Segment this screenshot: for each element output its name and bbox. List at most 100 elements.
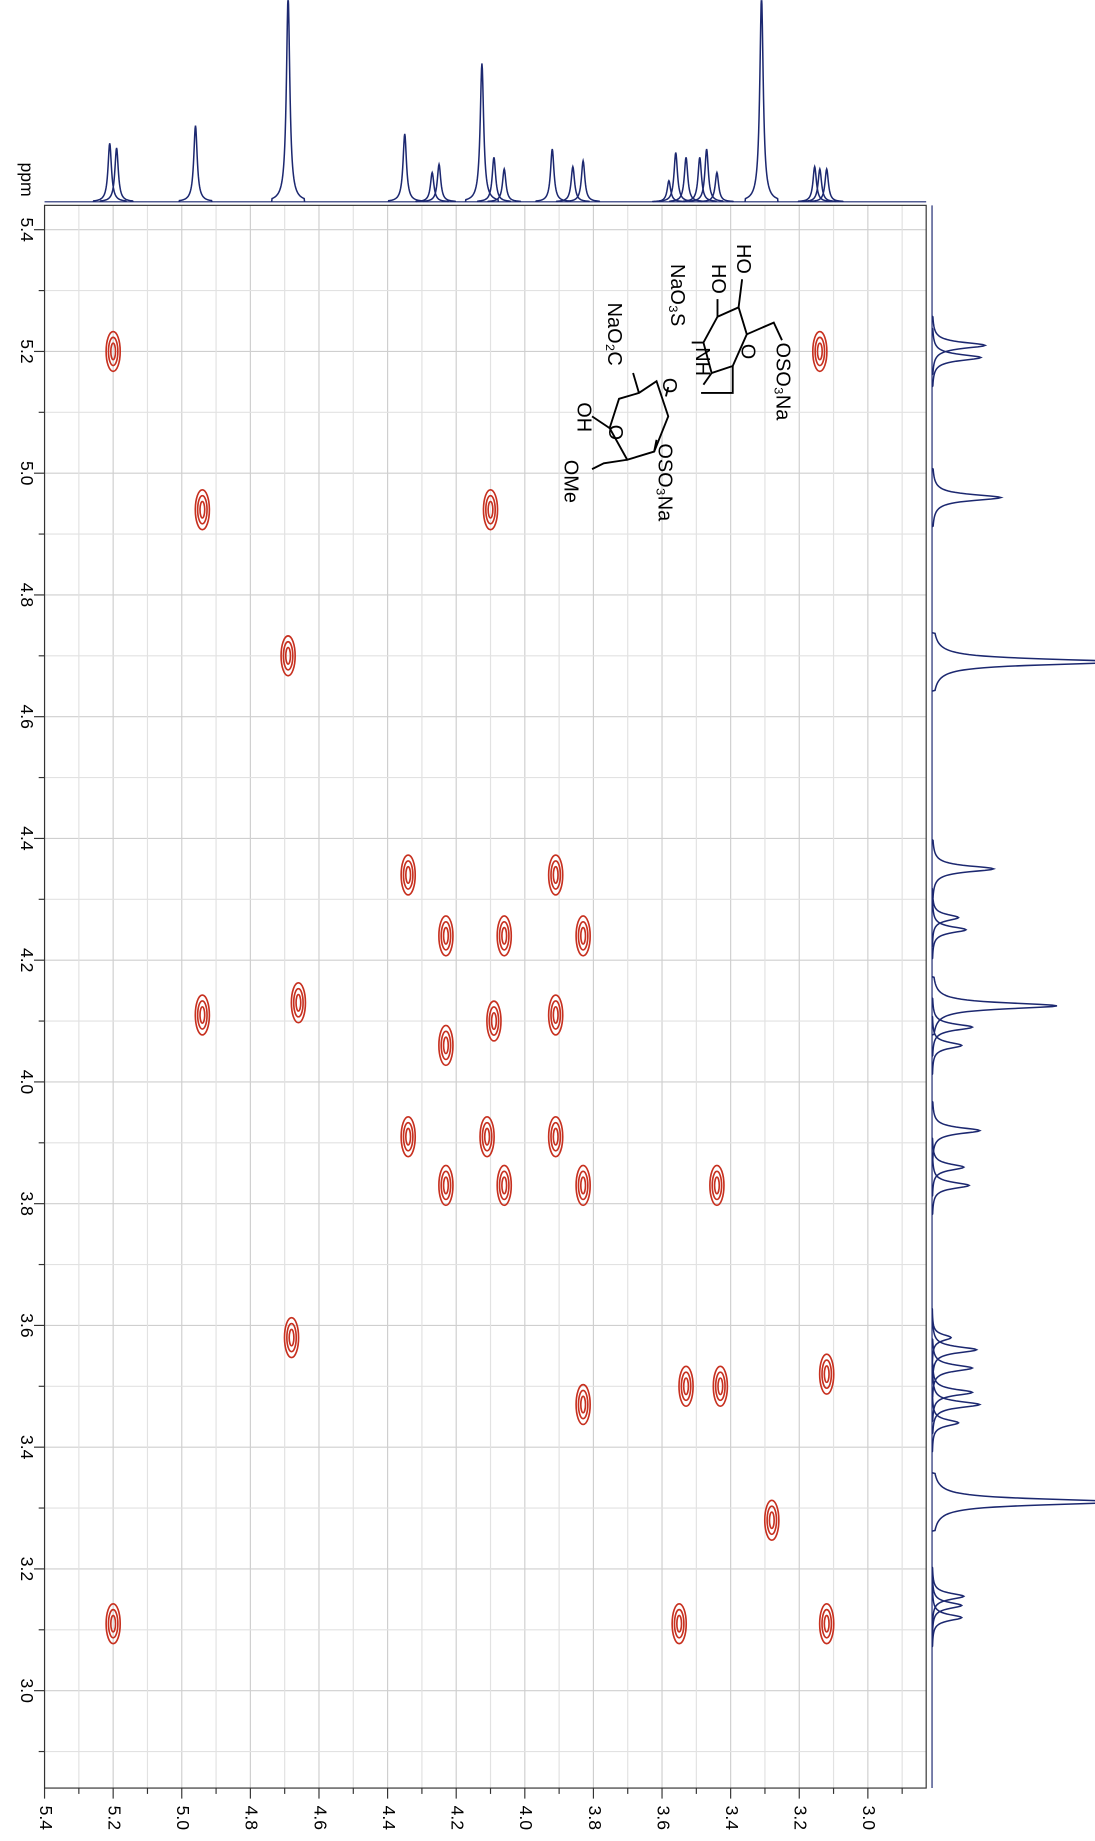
cross-peak [484, 494, 497, 525]
cross-peak [823, 1614, 830, 1633]
x-tick-label: 4.4 [379, 1806, 399, 1831]
x-tick-label: 3.6 [653, 1806, 673, 1830]
mol-label: HO [707, 264, 729, 294]
projection-peak [931, 900, 968, 960]
cross-peak [671, 1602, 688, 1645]
cross-peak [442, 1036, 450, 1055]
projection-peak [931, 631, 1095, 692]
projection-peak [931, 1362, 975, 1423]
x-tick-label: 4.8 [242, 1806, 262, 1831]
cross-peak [199, 1005, 206, 1024]
projection-peak [809, 166, 844, 203]
cross-peak [579, 1176, 587, 1195]
x-tick-label: 4.6 [310, 1806, 330, 1830]
projection-peak [931, 327, 983, 388]
mol-label: OH [572, 402, 594, 432]
cross-peak [438, 1164, 454, 1207]
cross-peak [547, 1115, 564, 1158]
projection-peak [464, 63, 500, 202]
substituent-bonds-2 [591, 372, 670, 470]
cross-peak [402, 860, 414, 890]
projection-peak [931, 315, 988, 376]
cross-peak [818, 1353, 835, 1395]
projection-peak [699, 170, 734, 203]
plot-frame [43, 204, 927, 1789]
cross-peak [442, 926, 450, 945]
cross-peak [818, 1602, 835, 1645]
projection-peak [415, 170, 450, 203]
cross-peak [479, 1115, 495, 1158]
y-tick-label: 5.2 [17, 339, 37, 363]
cross-peak [488, 1006, 500, 1036]
cross-peak [482, 488, 499, 531]
cross-peak [481, 1121, 493, 1152]
cross-peak [438, 915, 454, 957]
projection-peak [566, 157, 601, 203]
projection-peak [931, 975, 1058, 1036]
cross-peak [501, 926, 508, 945]
y-tick-label: 3.4 [17, 1435, 37, 1460]
cross-peak [284, 646, 292, 665]
y-tick-label: 5.4 [17, 217, 37, 242]
cross-peak [768, 1511, 775, 1530]
x-tick-label: 4.0 [516, 1806, 536, 1831]
projection-peak [387, 133, 422, 203]
y-tick-label: 4.2 [17, 948, 37, 972]
cross-peak [550, 1000, 562, 1030]
y-tick-label: 3.0 [17, 1678, 37, 1703]
cross-peak [105, 330, 122, 373]
cross-peak [816, 342, 823, 361]
cross-peak [711, 1170, 723, 1201]
cross-peak [547, 994, 564, 1036]
cross-peak [498, 920, 510, 951]
cross-peak [575, 1383, 591, 1426]
projection-peak [931, 997, 975, 1057]
cross-peak [709, 1164, 725, 1207]
projection-peak [931, 1575, 964, 1636]
cross-peak [823, 1365, 830, 1384]
projection-peak [931, 1374, 982, 1435]
cross-peak [483, 1127, 491, 1146]
cross-peak [496, 915, 513, 957]
projection-peak [931, 1137, 966, 1197]
cross-peak [678, 1365, 694, 1408]
cross-peak [811, 330, 828, 373]
cross-peak [821, 1359, 833, 1390]
cross-peak [552, 1127, 559, 1146]
projection-peak [931, 1320, 979, 1380]
projection-peak [689, 148, 724, 203]
y-tick-label: 5.0 [17, 461, 37, 486]
y-tick-label: 3.2 [17, 1557, 37, 1581]
mol-label: NaO₃S [666, 264, 688, 326]
projection-peak [178, 125, 213, 203]
mol-label: O [604, 425, 626, 441]
grid [43, 205, 927, 1789]
projection-peak [931, 1015, 964, 1076]
cross-peak [194, 488, 211, 531]
projection-peak [931, 1393, 960, 1453]
projection-peak [802, 166, 837, 203]
projection-peak [99, 147, 134, 203]
mol-label: O [658, 378, 680, 394]
cross-peak [286, 1322, 298, 1353]
cross-peak [498, 1170, 510, 1201]
x-tick-label: 3.8 [585, 1806, 605, 1831]
molecule: OSO₃Na O HO HO NaO₃S NH O NaO₂C O OH OSO… [560, 244, 794, 522]
projection-peak [555, 164, 590, 203]
cross-peak [400, 1115, 417, 1158]
cross-peak [550, 860, 562, 890]
cross-peak [673, 1608, 685, 1639]
cross-peak [282, 640, 294, 671]
projection-peak [931, 1100, 982, 1161]
cross-peak [490, 1012, 498, 1031]
cross-peak [680, 1371, 692, 1402]
cross-peak [682, 1377, 690, 1396]
projection-peak [931, 1308, 953, 1368]
cross-peak [109, 342, 117, 361]
mol-label: NaO₂C [603, 303, 625, 366]
projection-peak [535, 148, 570, 203]
mol-label: OMe [560, 460, 582, 503]
projection-peak [92, 143, 127, 203]
x-tick-label: 3.4 [722, 1806, 742, 1831]
mol-label: HO [732, 244, 754, 274]
